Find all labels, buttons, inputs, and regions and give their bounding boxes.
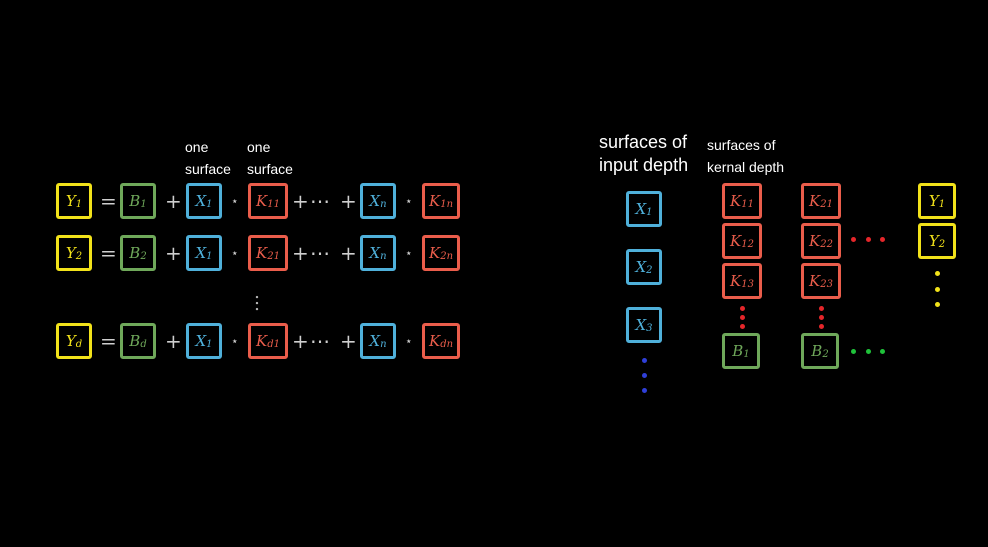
kernel-continuation-dot [819, 306, 824, 311]
ellipsis: ⋯ [310, 329, 330, 353]
kernel-surface-box: K 23 [801, 263, 841, 299]
kernel-continuation-dot [740, 306, 745, 311]
bias-continuation-dot [851, 349, 856, 354]
kernel-box: K 1n [422, 183, 460, 219]
plus-sign: + [165, 329, 182, 353]
convolution-star: ⋆ [405, 246, 413, 260]
kernal-depth-label: surfaces of kernal depth [707, 137, 785, 175]
equals-sign: = [100, 189, 117, 213]
kernel-continuation-dot [740, 324, 745, 329]
plus-sign: + [292, 189, 309, 213]
convolution-star: ⋆ [231, 194, 239, 208]
equals-sign: = [100, 241, 117, 265]
kernel-continuation-dot [819, 315, 824, 320]
kernel-surface-box: K 21 [801, 183, 841, 219]
ellipsis: ⋯ [310, 241, 330, 265]
plus-sign: + [165, 241, 182, 265]
row-ellipsis: ... [254, 282, 260, 315]
output-continuation-dot [935, 271, 940, 276]
kernel-surface-box: K 12 [722, 223, 762, 259]
kernel-surface-box: K 13 [722, 263, 762, 299]
kernel-column-continuation-dot [851, 237, 856, 242]
convolution-star: ⋆ [231, 246, 239, 260]
input-continuation-dot [642, 373, 647, 378]
input-continuation-dot [642, 388, 647, 393]
kernel-box: K 21 [248, 235, 288, 271]
bias-continuation-dot [866, 349, 871, 354]
plus-sign: + [340, 241, 357, 265]
bias-continuation-dot [880, 349, 885, 354]
convolution-star: ⋆ [405, 334, 413, 348]
kernel-box: K 2n [422, 235, 460, 271]
kernel-surface-box: K 22 [801, 223, 841, 259]
plus-sign: + [340, 189, 357, 213]
kernel-surface-box: K 11 [722, 183, 762, 219]
output-continuation-dot [935, 302, 940, 307]
convolution-star: ⋆ [405, 194, 413, 208]
plus-sign: + [340, 329, 357, 353]
kernel-box: K 11 [248, 183, 288, 219]
one-surface-label-input: one surface [185, 139, 231, 177]
kernel-column-continuation-dot [880, 237, 885, 242]
plus-sign: + [292, 329, 309, 353]
input-continuation-dot [642, 358, 647, 363]
kernel-continuation-dot [740, 315, 745, 320]
output-continuation-dot [935, 287, 940, 292]
input-depth-label: surfaces of input depth [599, 132, 689, 175]
plus-sign: + [165, 189, 182, 213]
plus-sign: + [292, 241, 309, 265]
kernel-column-continuation-dot [866, 237, 871, 242]
kernel-continuation-dot [819, 324, 824, 329]
ellipsis: ⋯ [310, 189, 330, 213]
one-surface-label-kernel: one surface [247, 139, 293, 177]
equals-sign: = [100, 329, 117, 353]
convolution-star: ⋆ [231, 334, 239, 348]
